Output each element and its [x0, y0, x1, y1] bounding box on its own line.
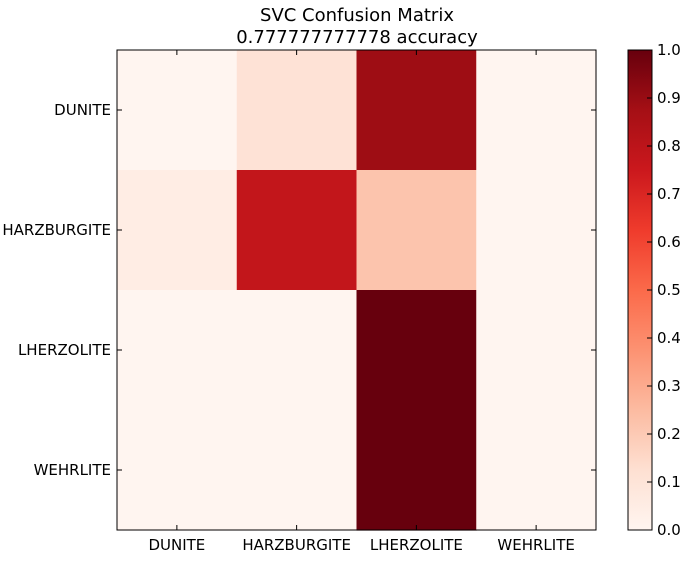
colorbar-tick-label: 0.1 — [657, 473, 681, 491]
x-tick-label: HARZBURGITE — [242, 536, 351, 554]
chart-subtitle: 0.777777777778 accuracy — [236, 27, 478, 48]
x-tick-label: WEHRLITE — [497, 536, 574, 554]
heatmap-cell-0-0 — [117, 50, 238, 171]
colorbar-tick-label: 0.6 — [657, 233, 681, 251]
colorbar-tick-label: 0.5 — [657, 281, 681, 299]
colorbar-tick-label: 0.8 — [657, 137, 681, 155]
heatmap-cell-3-1 — [236, 410, 358, 531]
heatmap-cell-3-0 — [117, 410, 238, 531]
heatmap-cell-1-3 — [476, 170, 597, 291]
y-tick-label: HARZBURGITE — [2, 221, 111, 239]
heatmap-cell-3-2 — [356, 410, 477, 531]
heatmap-cell-1-1 — [236, 170, 358, 291]
colorbar-tick-label: 0.4 — [657, 329, 681, 347]
heatmap-cell-0-2 — [356, 50, 477, 171]
colorbar-tick-label: 0.2 — [657, 425, 681, 443]
heatmap-cell-2-3 — [476, 290, 597, 411]
x-axis-tick-labels: DUNITE HARZBURGITE LHERZOLITE WEHRLITE — [148, 536, 574, 554]
axis-ticks — [117, 50, 596, 530]
y-tick-label: WEHRLITE — [34, 461, 111, 479]
plot-frame — [116, 49, 597, 531]
colorbar-tick-label: 1.0 — [657, 41, 681, 59]
colorbar-ticks: 0.0 0.1 0.2 0.3 0.4 0.5 0.6 0.7 0.8 0.9 1.0 — [647, 41, 681, 539]
heatmap-cell-2-0 — [117, 290, 238, 411]
y-axis-tick-labels: DUNITE HARZBURGITE LHERZOLITE WEHRLITE — [2, 101, 111, 479]
heatmap-cell-0-1 — [236, 50, 358, 171]
heatmap-cell-3-3 — [476, 410, 597, 531]
y-tick-label: DUNITE — [54, 101, 111, 119]
heatmap-cells — [117, 50, 597, 531]
chart-title: SVC Confusion Matrix — [260, 5, 454, 26]
heatmap-cell-2-1 — [236, 290, 358, 411]
heatmap-cell-1-2 — [356, 170, 477, 291]
colorbar-tick-label: 0.9 — [657, 89, 681, 107]
heatmap-cell-1-0 — [117, 170, 238, 291]
y-tick-label: LHERZOLITE — [18, 341, 111, 359]
x-tick-label: LHERZOLITE — [370, 536, 463, 554]
heatmap-cell-2-2 — [356, 290, 477, 411]
heatmap-cell-0-3 — [476, 50, 597, 171]
colorbar-tick-label: 0.7 — [657, 185, 681, 203]
colorbar-tick-label: 0.3 — [657, 377, 681, 395]
colorbar-tick-label: 0.0 — [657, 521, 681, 539]
x-tick-label: DUNITE — [148, 536, 205, 554]
